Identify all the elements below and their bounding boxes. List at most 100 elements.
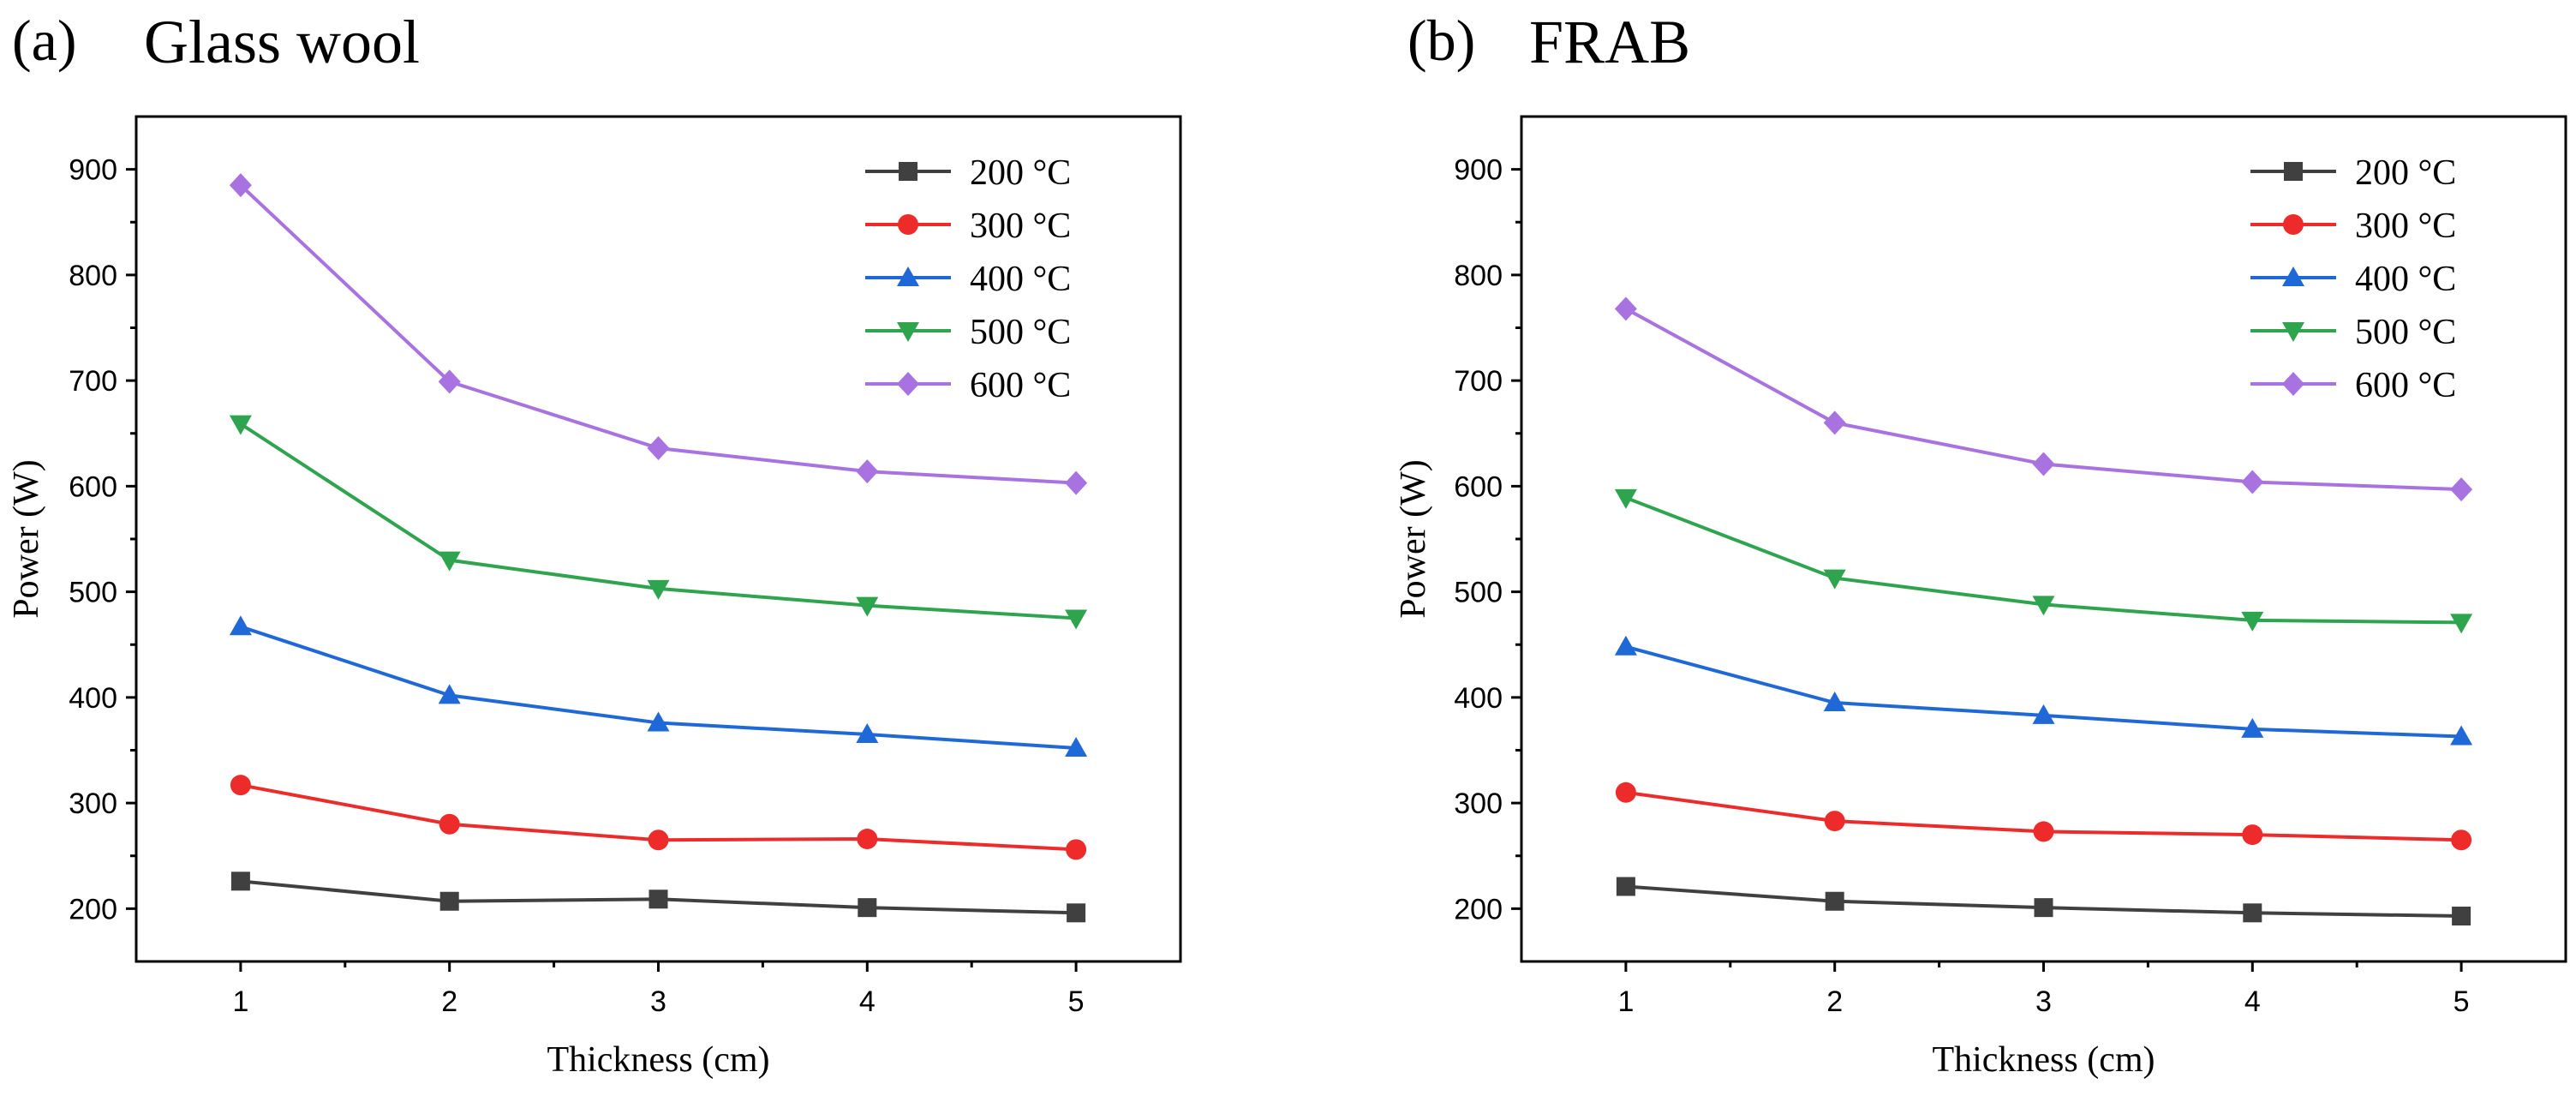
x-tick-label: 5: [1068, 985, 1085, 1018]
y-tick-label: 500: [1454, 577, 1503, 609]
data-point: [1824, 811, 1845, 832]
y-tick-label: 700: [1454, 365, 1503, 398]
data-point: [229, 173, 252, 198]
x-tick-label: 1: [232, 985, 248, 1018]
data-point: [648, 829, 669, 851]
data-point: [647, 436, 670, 461]
data-point: [2241, 611, 2264, 632]
data-point: [1065, 609, 1088, 630]
data-point: [1614, 296, 1637, 321]
data-point: [438, 684, 461, 704]
legend-label: 500 °C: [970, 313, 1071, 352]
chart-title: FRAB: [1529, 8, 1691, 76]
data-point: [1065, 737, 1088, 758]
y-tick-label: 200: [69, 893, 117, 925]
data-point: [647, 579, 670, 600]
legend-marker: [2282, 322, 2304, 342]
x-tick-label: 5: [2453, 985, 2470, 1018]
legend-marker: [897, 372, 919, 396]
data-point: [439, 813, 460, 835]
data-point: [230, 775, 251, 796]
y-tick-label: 900: [69, 154, 117, 187]
data-point: [1823, 692, 1846, 712]
x-tick-label: 3: [2035, 985, 2052, 1018]
legend-marker: [897, 267, 919, 286]
x-axis-title: Thickness (cm): [547, 1040, 769, 1080]
data-point: [2032, 596, 2055, 616]
y-axis-title: Power (W): [1394, 459, 1433, 618]
y-tick-label: 800: [69, 260, 117, 292]
data-point: [438, 551, 461, 572]
data-point: [858, 898, 877, 918]
data-point: [2450, 477, 2473, 502]
y-tick-label: 300: [69, 788, 117, 820]
x-tick-label: 1: [1617, 985, 1634, 1018]
legend-label: 400 °C: [2355, 260, 2456, 299]
legend-marker: [2282, 267, 2304, 286]
y-tick-label: 200: [1454, 893, 1503, 925]
legend-marker: [897, 322, 919, 342]
data-point: [648, 889, 668, 909]
x-tick-label: 3: [650, 985, 666, 1018]
y-tick-label: 800: [1454, 260, 1503, 292]
data-point: [229, 415, 252, 435]
data-point: [1823, 410, 1846, 435]
data-point: [438, 369, 461, 394]
legend-marker: [2282, 372, 2304, 396]
chart-panel-a: (a) Glass wool 200 300 400 500 600 700 800 900 1…: [7, 8, 1182, 1080]
data-point: [2032, 704, 2055, 724]
data-point: [229, 615, 252, 636]
y-tick-label: 900: [1454, 154, 1503, 187]
data-point: [2450, 725, 2473, 746]
data-point: [439, 891, 459, 911]
data-point: [2034, 898, 2053, 918]
panel-label: (a): [12, 8, 77, 73]
data-point: [1825, 891, 1844, 911]
legend-marker: [898, 214, 918, 235]
data-point: [1614, 488, 1637, 509]
data-point: [230, 871, 250, 891]
y-tick-label: 400: [1454, 682, 1503, 715]
data-point: [1615, 782, 1636, 803]
data-point: [2243, 903, 2262, 923]
data-point: [857, 829, 878, 850]
y-tick-label: 600: [1454, 470, 1503, 503]
data-point: [2033, 821, 2054, 842]
data-point: [1066, 839, 1087, 860]
data-point: [1616, 877, 1635, 896]
chart-plot: 200 300 400 500 600 700 800 900 1 2 3 4 5 Thickness (…: [7, 115, 1182, 1080]
data-point: [2241, 470, 2264, 494]
chart-title: Glass wool: [144, 8, 420, 76]
data-point: [2242, 824, 2263, 846]
legend-label: 600 °C: [2355, 366, 2456, 405]
legend-label: 600 °C: [970, 366, 1071, 405]
data-point: [2452, 907, 2471, 926]
y-tick-label: 700: [69, 365, 117, 398]
data-point: [1823, 569, 1846, 590]
data-point: [856, 596, 879, 617]
data-point: [2032, 452, 2055, 476]
data-point: [856, 723, 879, 744]
legend-marker: [2283, 214, 2304, 235]
legend-label: 200 °C: [970, 153, 1071, 193]
data-point: [2241, 717, 2264, 738]
legend-marker: [899, 162, 917, 181]
y-axis-title: Power (W): [7, 459, 46, 618]
y-tick-label: 400: [69, 682, 117, 715]
legend-label: 500 °C: [2355, 313, 2456, 352]
legend-label: 300 °C: [970, 207, 1071, 246]
data-point: [1065, 470, 1088, 495]
y-tick-label: 500: [69, 577, 117, 609]
legend-label: 400 °C: [970, 260, 1071, 299]
data-point: [2450, 614, 2473, 634]
legend-marker: [2284, 162, 2303, 181]
chart-panel-b: (b) FRAB 200 300 400 500 600 700 800 900 1 2 3 4 5 Th…: [1288, 0, 2576, 1096]
legend-label: 300 °C: [2355, 207, 2456, 246]
x-tick-label: 2: [441, 985, 457, 1018]
x-tick-label: 4: [2244, 985, 2261, 1018]
data-point: [2451, 829, 2472, 851]
y-tick-label: 300: [1454, 788, 1503, 820]
panel-label: (b): [1408, 8, 1476, 73]
chart-plot: 200 300 400 500 600 700 800 900 1 2 3 4 5 Thickness (…: [1394, 115, 2567, 1080]
x-tick-label: 2: [1826, 985, 1843, 1018]
